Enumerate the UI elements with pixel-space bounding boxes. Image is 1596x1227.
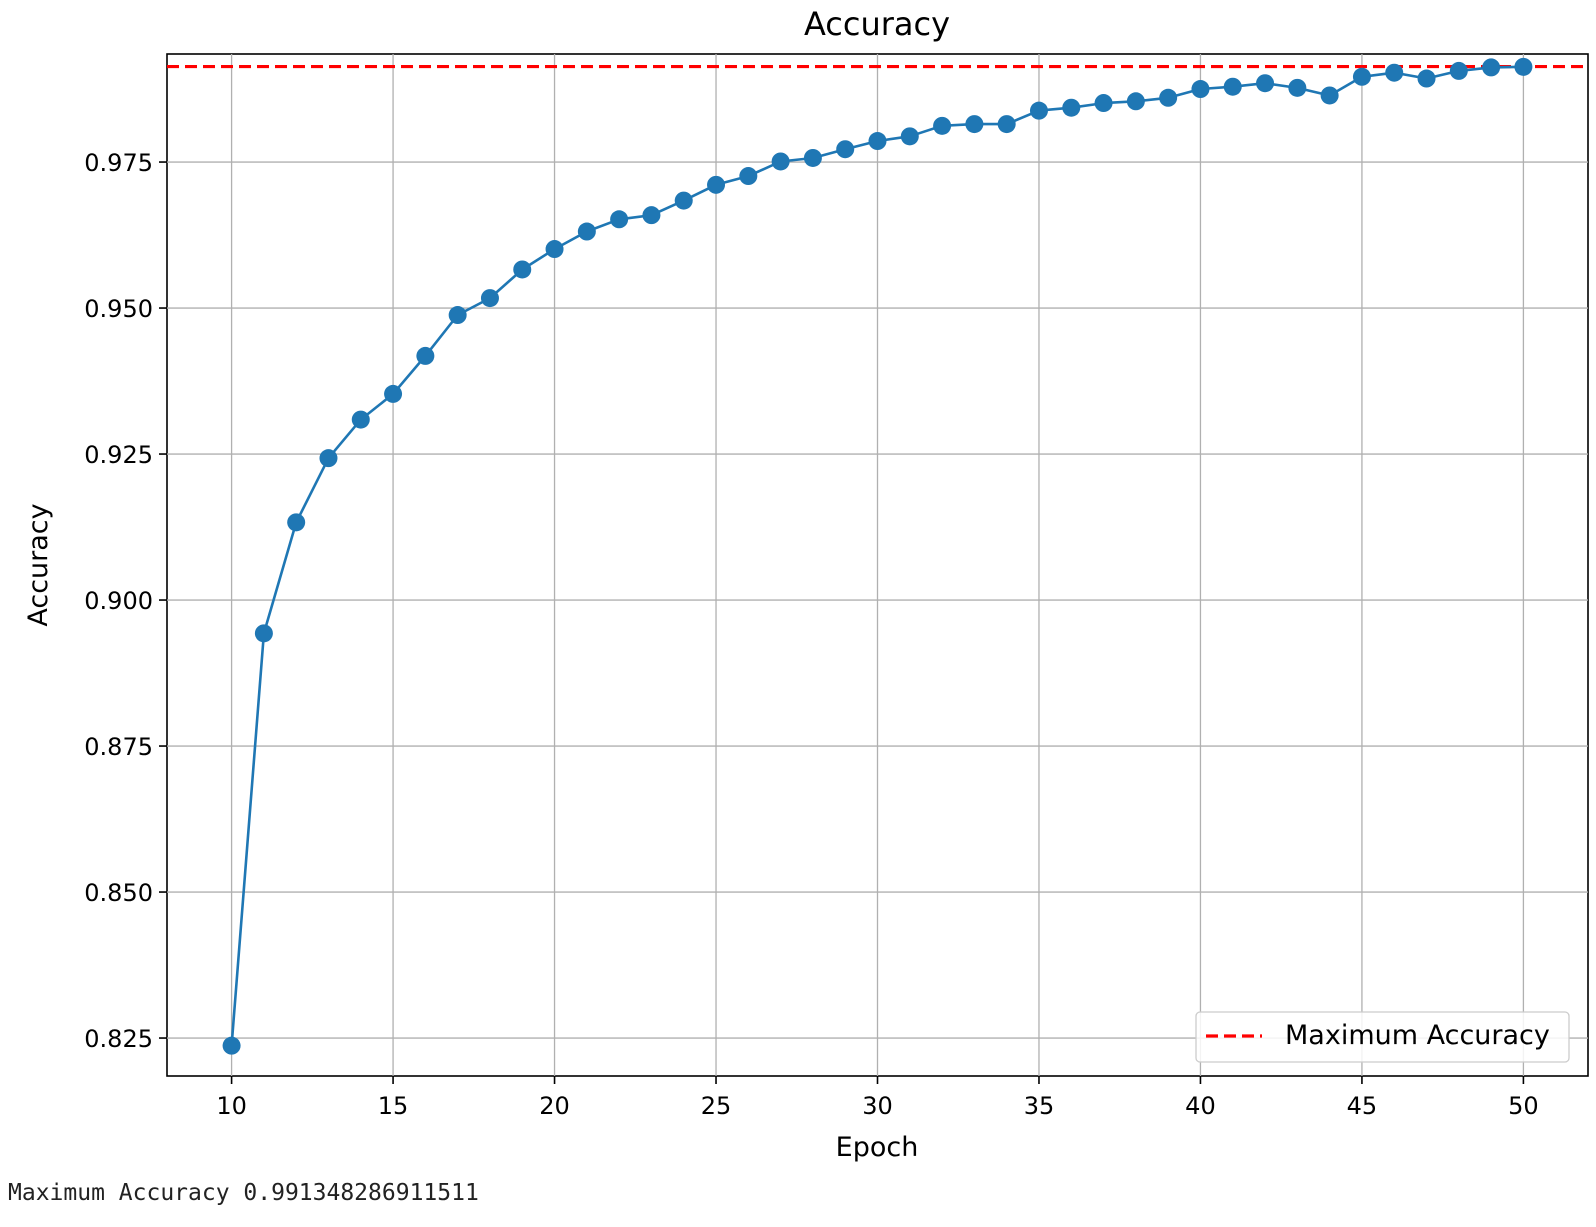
data-point xyxy=(319,449,338,468)
accuracy-chart: 10 15 20 25 30 35 40 45 50 0.8250.8500.8750.9000… xyxy=(23,5,1589,1163)
data-point xyxy=(997,115,1016,134)
data-point xyxy=(1094,94,1113,113)
data-point xyxy=(1062,98,1081,117)
legend: Maximum Accuracy xyxy=(1195,1011,1570,1063)
data-point xyxy=(1352,67,1371,86)
data-point xyxy=(674,191,693,210)
data-point xyxy=(1449,61,1468,80)
x-tick-label: 20 xyxy=(539,1092,570,1120)
y-tick-label: 0.975 xyxy=(84,149,153,177)
y-axis-label: Accuracy xyxy=(23,503,54,626)
data-point xyxy=(1320,86,1339,105)
data-point xyxy=(287,513,306,532)
data-point xyxy=(1223,77,1242,96)
data-point xyxy=(1256,74,1275,93)
y-tick-label: 0.950 xyxy=(84,295,153,323)
data-point xyxy=(222,1036,241,1055)
x-tick-label: 35 xyxy=(1024,1092,1055,1120)
y-tick-label: 0.850 xyxy=(84,879,153,907)
data-point xyxy=(836,140,855,159)
data-point xyxy=(1514,57,1533,76)
data-point xyxy=(642,206,661,225)
data-point xyxy=(254,624,273,643)
data-point xyxy=(739,167,758,186)
y-tick-label: 0.925 xyxy=(84,441,153,469)
data-point xyxy=(610,210,629,229)
data-point xyxy=(1385,63,1404,82)
data-point xyxy=(384,384,403,403)
data-point xyxy=(803,148,822,167)
data-point xyxy=(707,175,726,194)
data-point xyxy=(1482,58,1501,77)
data-point xyxy=(868,132,887,151)
x-axis-ticks: 10 15 20 25 30 35 40 45 50 xyxy=(216,1076,1539,1120)
x-tick-label: 10 xyxy=(216,1092,247,1120)
y-tick-label: 0.900 xyxy=(84,587,153,615)
data-point xyxy=(933,116,952,135)
data-point xyxy=(1288,78,1307,97)
chart-title: Accuracy xyxy=(804,5,950,43)
data-point xyxy=(577,222,596,241)
series-layer xyxy=(222,57,1533,1055)
data-point xyxy=(771,152,790,171)
data-point xyxy=(416,346,435,365)
data-point xyxy=(1191,80,1210,99)
grid-lines xyxy=(167,54,1588,1076)
x-tick-label: 30 xyxy=(862,1092,893,1120)
legend-box xyxy=(1195,1011,1570,1063)
y-tick-label: 0.825 xyxy=(84,1025,153,1053)
legend-label-maximum-accuracy: Maximum Accuracy xyxy=(1285,1020,1550,1051)
y-tick-label: 0.875 xyxy=(84,733,153,761)
data-point xyxy=(513,260,532,279)
data-point xyxy=(1029,101,1048,120)
data-point xyxy=(448,306,467,325)
x-tick-label: 25 xyxy=(701,1092,732,1120)
data-point xyxy=(1417,69,1436,88)
y-axis-ticks: 0.825 0.850 0.875 0.900 0.925 0.950 0.975 xyxy=(84,149,167,1053)
data-point xyxy=(965,115,984,134)
cell-output-text: Maximum Accuracy 0.991348286911511 xyxy=(8,1180,479,1206)
x-axis-label: Epoch xyxy=(836,1132,919,1163)
data-point xyxy=(545,240,564,259)
data-point xyxy=(480,289,499,308)
x-tick-label: 40 xyxy=(1185,1092,1216,1120)
x-tick-label: 45 xyxy=(1347,1092,1378,1120)
x-tick-label: 50 xyxy=(1508,1092,1539,1120)
x-tick-label: 15 xyxy=(378,1092,409,1120)
data-point xyxy=(351,410,370,429)
data-point xyxy=(900,127,919,146)
data-point xyxy=(1126,92,1145,111)
data-point xyxy=(1159,88,1178,107)
